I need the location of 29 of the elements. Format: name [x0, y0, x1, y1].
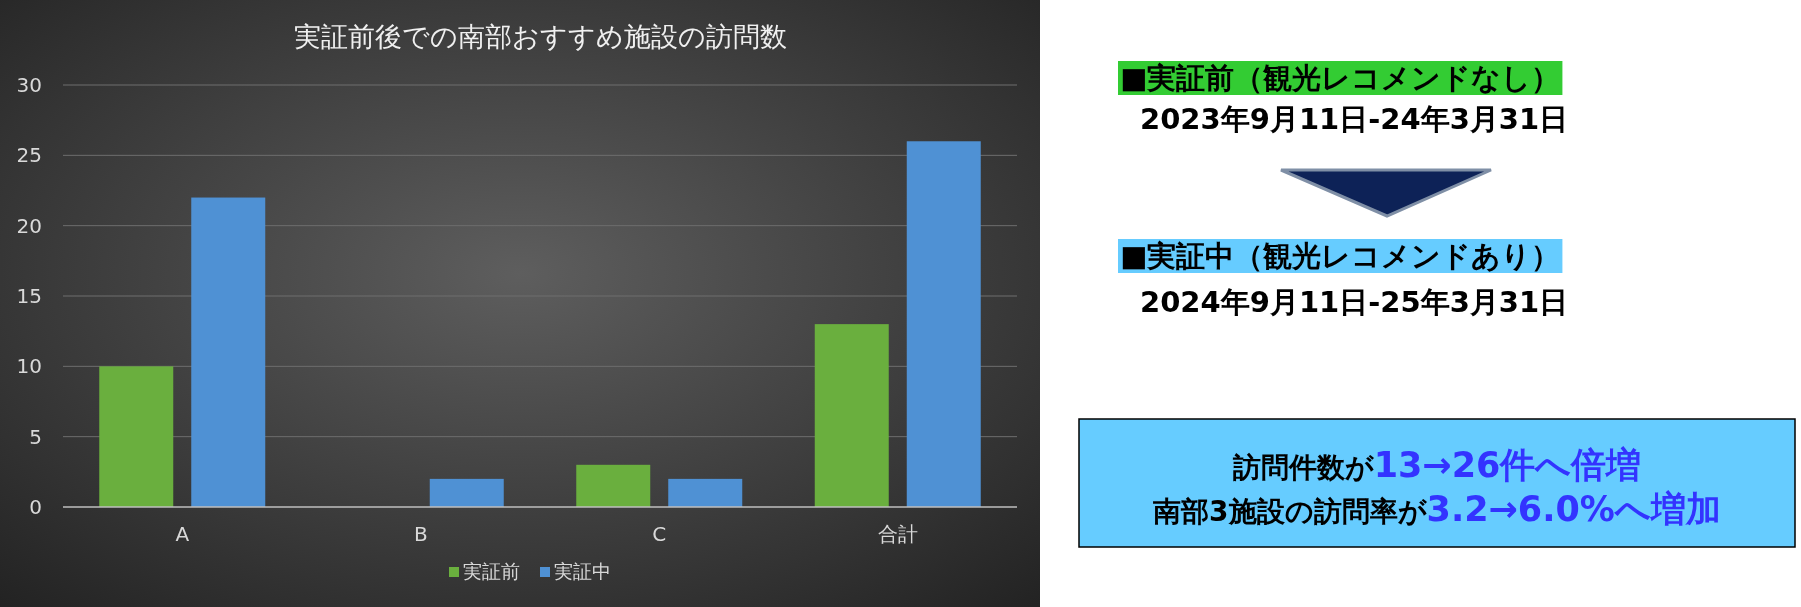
legend-label: 実証前	[463, 560, 520, 582]
x-tick-label: 合計	[877, 522, 918, 546]
x-tick-label: A	[175, 522, 190, 546]
bar	[814, 324, 889, 507]
y-tick-label: 15	[16, 284, 42, 308]
legend-label: 実証中	[554, 560, 611, 582]
text: 2023年9月11日-24年3月31日	[1140, 102, 1569, 136]
text: ■実証前（観光レコメンドなし）	[1120, 61, 1561, 95]
y-tick-label: 25	[16, 143, 42, 168]
bar	[576, 464, 651, 507]
y-tick-label: 0	[29, 495, 42, 519]
y-tick-label: 20	[16, 213, 42, 238]
bar	[668, 478, 743, 507]
text: 訪問件数が	[1231, 451, 1375, 484]
bar	[429, 478, 504, 507]
text: 13→26件へ倍増	[1373, 445, 1642, 485]
y-tick-label: 30	[16, 73, 42, 97]
text: ■実証中（観光レコメンドあり）	[1120, 239, 1561, 273]
x-tick-label: B	[413, 522, 428, 546]
text: 2024年9月11日-25年3月31日	[1140, 285, 1569, 319]
bar	[906, 141, 981, 507]
text: 南部3施設の訪問率が	[1152, 495, 1428, 528]
x-tick-label: C	[652, 522, 667, 546]
y-tick-label: 10	[16, 354, 42, 379]
bar	[191, 197, 266, 507]
chart-title: 実証前後での南部おすすめ施設の訪問数	[293, 21, 787, 52]
text: 3.2→6.0%へ増加	[1426, 489, 1721, 529]
bar	[99, 366, 174, 507]
y-tick-label: 5	[29, 424, 42, 449]
